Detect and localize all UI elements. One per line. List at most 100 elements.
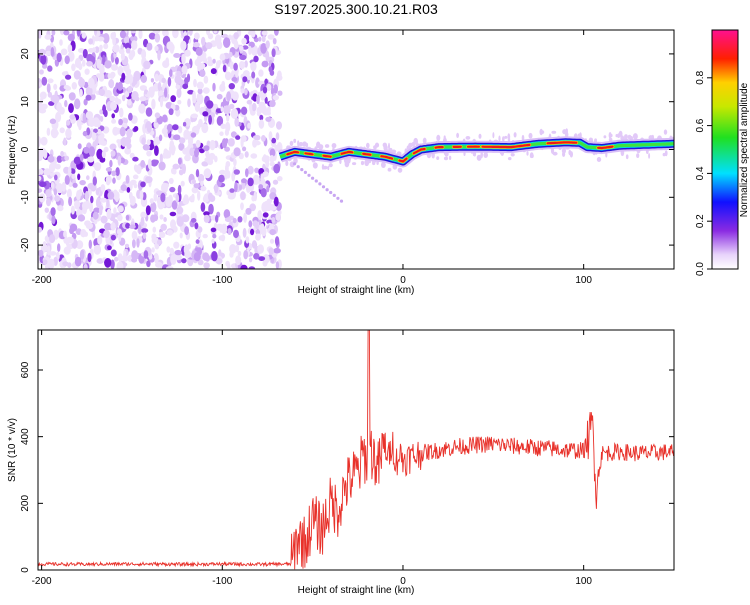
noise-speckle xyxy=(71,206,75,215)
noise-speckle xyxy=(277,71,282,79)
y-tick-label: -10 xyxy=(20,190,31,205)
noise-speckle xyxy=(275,213,280,221)
noise-speckle xyxy=(64,247,71,255)
ridge-halo-dot xyxy=(436,135,440,141)
noise-speckle xyxy=(235,135,240,140)
noise-speckle xyxy=(89,146,95,157)
streak-dot xyxy=(336,197,339,200)
noise-speckle xyxy=(143,232,147,239)
noise-speckle xyxy=(265,117,271,122)
noise-speckle xyxy=(87,156,94,162)
noise-speckle xyxy=(70,237,74,243)
noise-speckle xyxy=(263,109,270,116)
noise-speckle xyxy=(261,135,266,142)
noise-speckle xyxy=(220,54,226,61)
noise-speckle xyxy=(233,159,237,167)
noise-speckle xyxy=(197,94,201,99)
x-tick-label: -200 xyxy=(32,275,52,286)
noise-speckle xyxy=(85,191,89,201)
noise-speckle xyxy=(111,113,115,118)
noise-speckle xyxy=(241,178,247,183)
noise-speckle xyxy=(273,248,281,254)
noise-speckle xyxy=(255,234,261,241)
snr-x-label: Height of straight line (km) xyxy=(298,585,415,596)
noise-speckle xyxy=(127,99,132,105)
noise-speckle xyxy=(94,162,101,171)
noise-speckle xyxy=(203,234,208,238)
noise-speckle xyxy=(200,181,204,187)
noise-speckle xyxy=(189,148,194,157)
noise-speckle xyxy=(155,262,162,268)
noise-speckle xyxy=(48,259,54,270)
noise-speckle xyxy=(80,154,84,162)
noise-speckle xyxy=(54,175,58,181)
ridge-halo-dot xyxy=(514,132,517,137)
noise-speckle xyxy=(68,166,72,175)
noise-speckle xyxy=(211,68,217,74)
noise-speckle xyxy=(87,253,91,262)
noise-speckle xyxy=(126,48,131,54)
noise-speckle xyxy=(173,242,179,249)
y-tick-label: 0 xyxy=(20,567,31,573)
noise-speckle xyxy=(42,64,47,69)
noise-speckle xyxy=(38,250,43,257)
noise-speckle xyxy=(135,97,139,102)
noise-speckle xyxy=(262,61,269,68)
noise-speckle xyxy=(125,223,130,229)
noise-speckle xyxy=(206,27,210,35)
noise-speckle xyxy=(149,87,155,97)
noise-speckle xyxy=(73,183,78,188)
noise-speckle xyxy=(253,175,260,185)
noise-speckle xyxy=(86,95,92,101)
noise-speckle xyxy=(108,73,112,78)
ridge-halo-dot xyxy=(625,134,628,139)
noise-speckle xyxy=(128,74,133,84)
noise-speckle xyxy=(183,129,190,139)
noise-speckle xyxy=(201,124,208,134)
ridge-halo-dot xyxy=(466,136,471,140)
streak-dot xyxy=(304,171,307,174)
ridge-red-segment xyxy=(436,147,443,148)
noise-speckle xyxy=(274,27,279,36)
noise-speckle xyxy=(200,186,206,191)
noise-speckle xyxy=(105,90,112,98)
noise-speckle xyxy=(153,227,157,233)
noise-speckle xyxy=(270,70,275,76)
noise-speckle xyxy=(109,79,115,88)
noise-speckle xyxy=(104,258,111,268)
noise-speckle xyxy=(212,234,216,239)
noise-speckle xyxy=(187,98,191,107)
noise-speckle xyxy=(223,37,230,48)
noise-speckle xyxy=(234,32,239,39)
noise-speckle xyxy=(112,177,116,183)
noise-speckle xyxy=(146,43,152,51)
ridge-halo-dot xyxy=(444,157,448,160)
noise-speckle xyxy=(159,135,162,142)
noise-speckle xyxy=(244,89,247,95)
noise-speckle xyxy=(227,170,231,178)
noise-speckle xyxy=(79,180,86,185)
noise-speckle xyxy=(192,91,196,101)
noise-speckle xyxy=(158,82,162,91)
x-tick-label: -100 xyxy=(212,576,232,587)
noise-speckle xyxy=(176,84,181,89)
streak-dot xyxy=(329,191,332,194)
noise-speckle xyxy=(248,220,252,227)
noise-speckle xyxy=(276,261,279,269)
noise-speckle xyxy=(276,132,280,140)
noise-speckle xyxy=(154,122,159,128)
noise-speckle xyxy=(267,84,272,91)
ridge-halo-dot xyxy=(648,153,650,159)
ridge-halo-dot xyxy=(352,162,356,165)
ridge-halo-dot xyxy=(530,152,534,158)
noise-speckle xyxy=(110,144,117,151)
noise-speckle xyxy=(263,87,267,94)
noise-speckle xyxy=(191,132,197,137)
ridge-halo-dot xyxy=(604,135,607,138)
noise-speckle xyxy=(199,63,205,69)
noise-speckle xyxy=(159,162,166,171)
noise-speckle xyxy=(230,61,234,69)
noise-speckle xyxy=(263,212,269,217)
